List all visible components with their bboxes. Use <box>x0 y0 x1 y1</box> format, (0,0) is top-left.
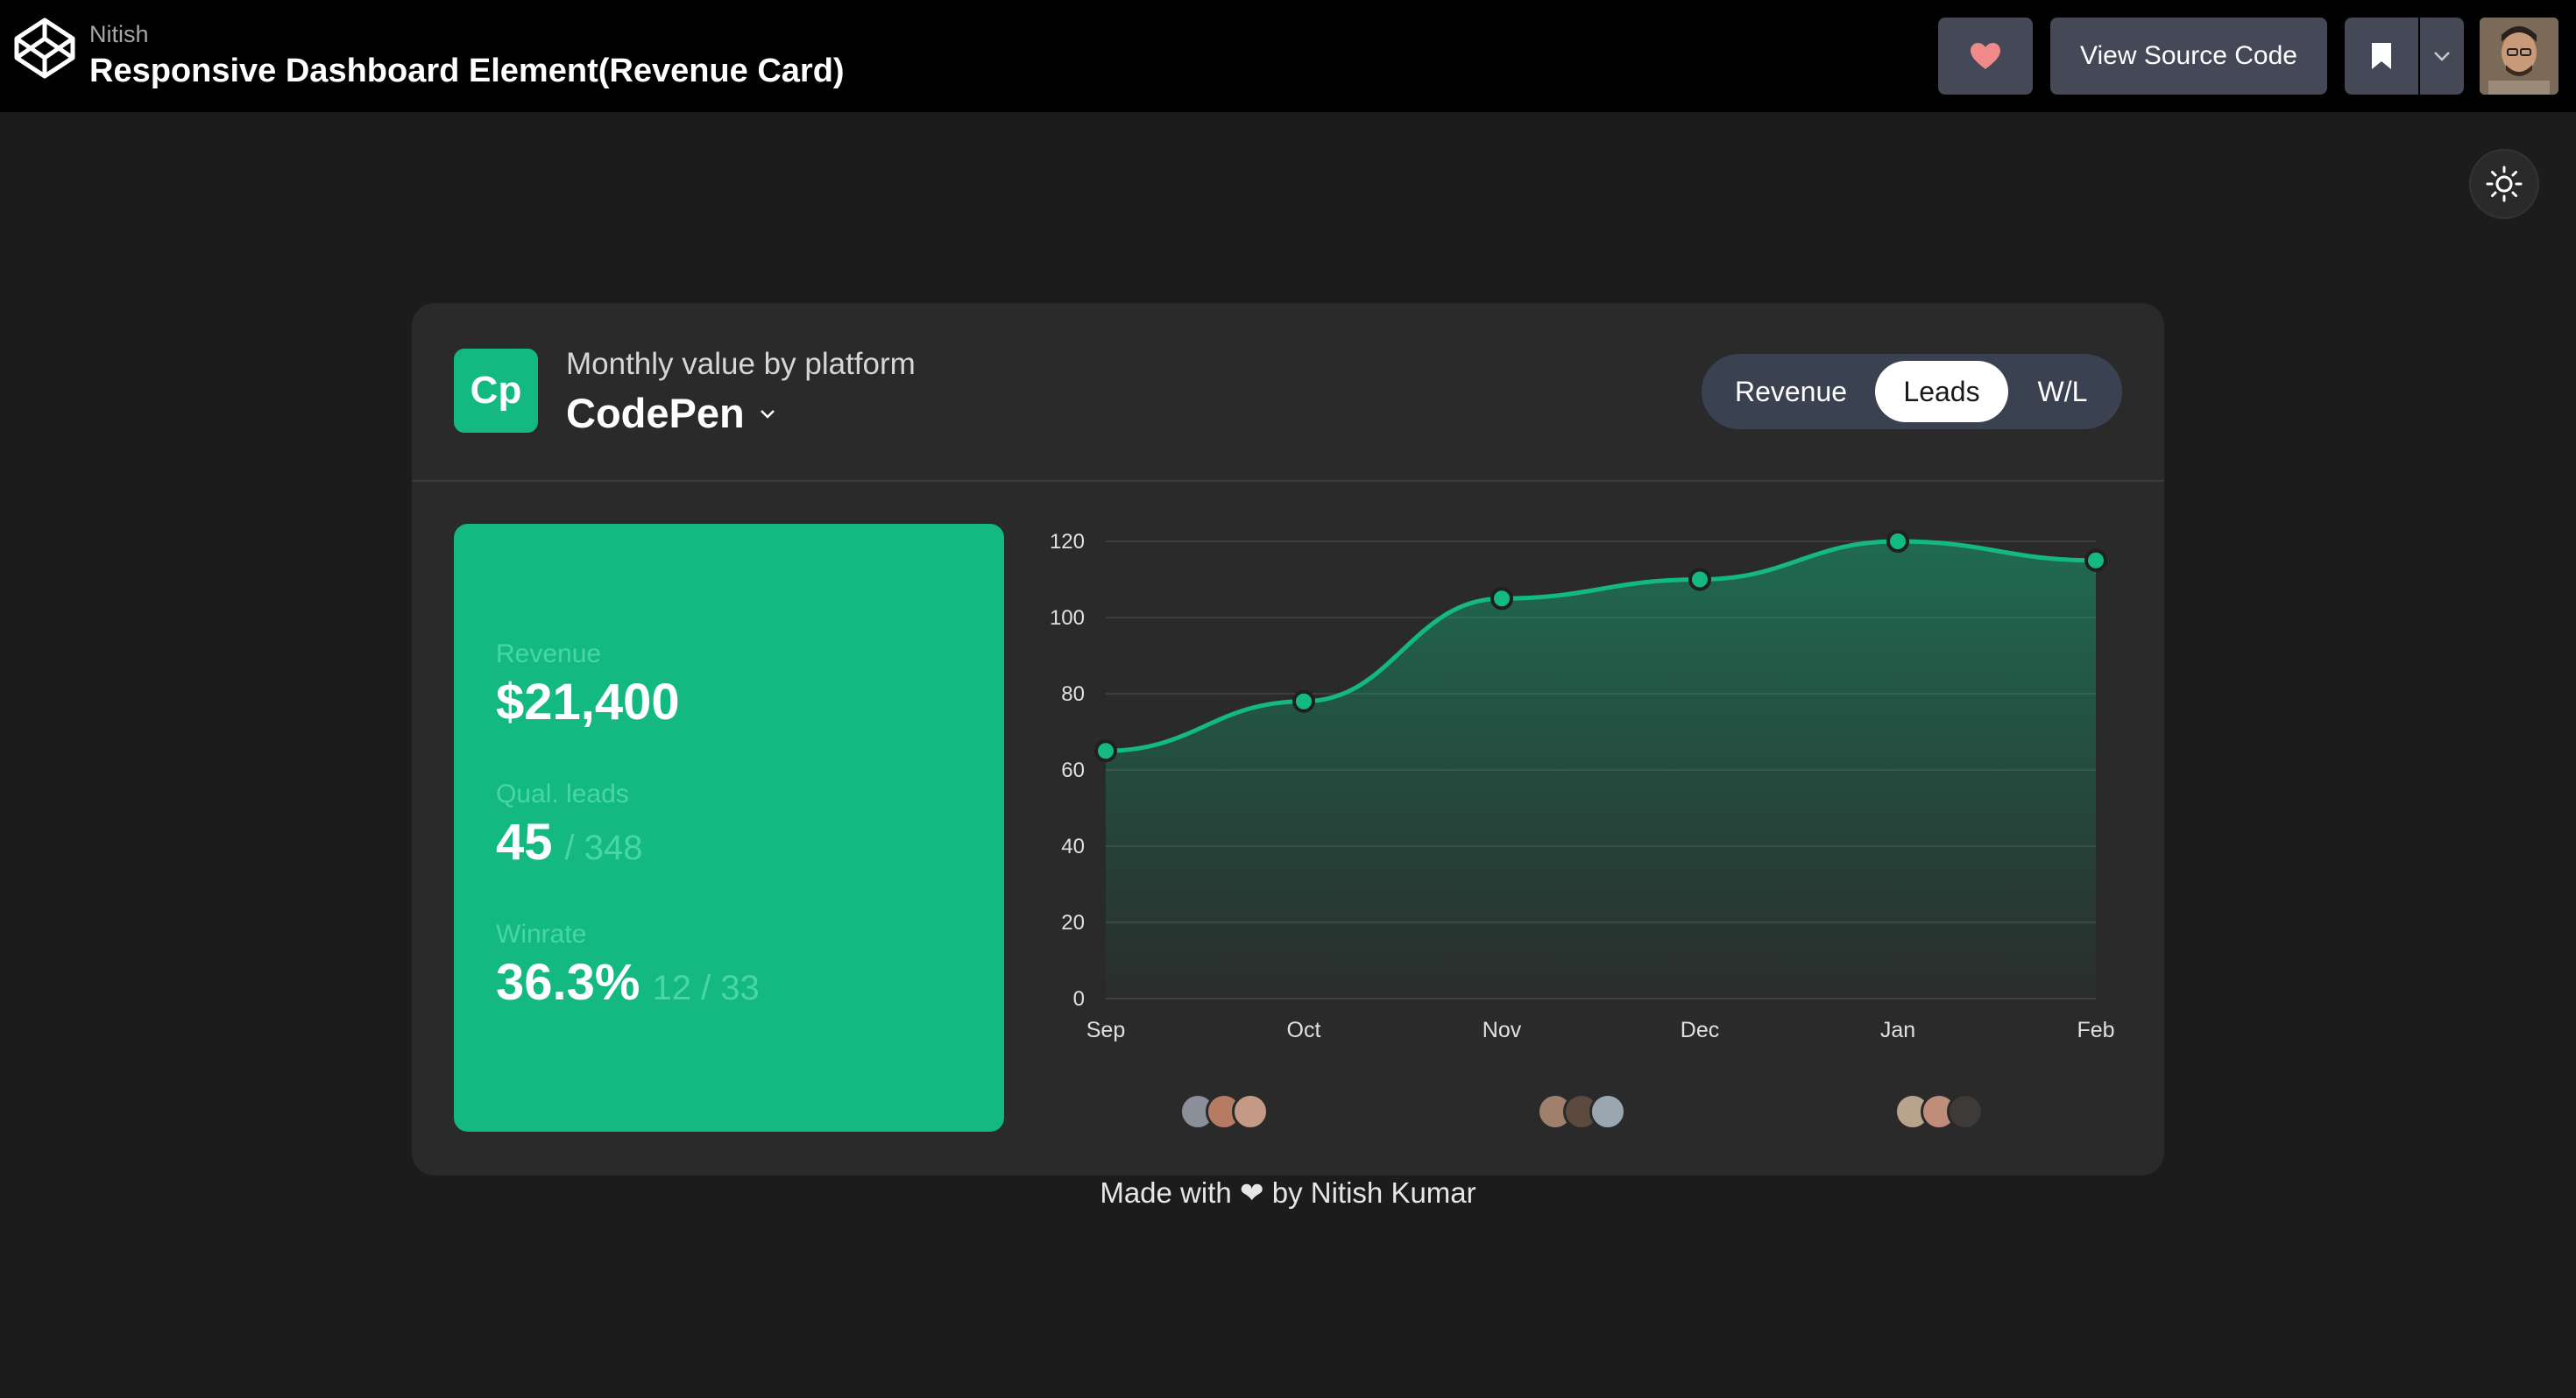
footer-credit: Made with ❤ by Nitish Kumar <box>1100 1176 1476 1209</box>
bookmark-menu-button[interactable] <box>2420 18 2464 95</box>
y-tick-label: 80 <box>1061 682 1085 706</box>
avatar-group-3 <box>1894 1093 1984 1132</box>
card-subtitle: Monthly value by platform <box>566 347 916 381</box>
heart-icon <box>1971 43 2000 69</box>
pen-author[interactable]: Nitish <box>89 21 149 47</box>
leads-value: 45 / 348 <box>496 813 642 872</box>
data-point <box>1886 530 1909 553</box>
data-point <box>2084 548 2107 572</box>
series-area <box>1106 541 2096 999</box>
chevron-down-icon <box>760 409 775 419</box>
winrate-ratio: 12 / 33 <box>652 969 760 1007</box>
avatar[interactable] <box>1589 1093 1626 1130</box>
bookmark-button[interactable] <box>2345 18 2418 95</box>
y-tick-label: 120 <box>1050 530 1085 554</box>
stats-panel: Revenue $21,400 Qual. leads 45 / 348 Win… <box>454 524 1004 1132</box>
y-tick-label: 40 <box>1061 835 1085 858</box>
tab-revenue[interactable]: Revenue <box>1734 375 1848 407</box>
winrate-percent: 36.3% <box>496 954 640 1011</box>
tab-wl[interactable]: W/L <box>2037 375 2088 407</box>
revenue-amount: $21,400 <box>496 674 680 731</box>
y-tick-label: 100 <box>1050 606 1085 630</box>
card-header: Cp Monthly value by platform CodePen Rev… <box>412 303 2164 482</box>
user-avatar-image <box>2480 18 2558 95</box>
x-tick-label: Feb <box>2077 1018 2114 1042</box>
pen-title: Responsive Dashboard Element(Revenue Car… <box>89 53 845 89</box>
codepen-logo-icon[interactable] <box>12 16 77 81</box>
y-tick-label: 60 <box>1061 759 1085 782</box>
x-tick-label: Nov <box>1483 1018 1522 1042</box>
data-point <box>1688 568 1711 591</box>
x-tick-label: Sep <box>1086 1018 1125 1042</box>
user-avatar[interactable] <box>2480 18 2558 95</box>
series-line <box>1105 539 2097 753</box>
bookmark-icon <box>2372 43 2391 69</box>
avatar[interactable] <box>1232 1093 1269 1130</box>
data-point <box>1490 587 1513 611</box>
theme-toggle-button[interactable] <box>2469 149 2539 219</box>
leads-label: Qual. leads <box>496 780 629 808</box>
avatar-group-1 <box>1179 1093 1269 1132</box>
leads-area-chart: 0 20 40 60 80 100 120 Sep Oct Nov Dec Jan Feb <box>1050 530 2115 1042</box>
revenue-label: Revenue <box>496 639 602 668</box>
data-point <box>1292 689 1315 713</box>
y-tick-label: 0 <box>1073 987 1085 1011</box>
winrate-value: 36.3% 12 / 33 <box>496 953 760 1012</box>
chevron-down-icon <box>2434 52 2450 61</box>
x-tick-label: Dec <box>1681 1018 1719 1042</box>
x-tick-label: Oct <box>1287 1018 1321 1042</box>
platform-logo: Cp <box>454 349 538 433</box>
leads-total: / 348 <box>564 829 643 867</box>
leads-count: 45 <box>496 814 553 871</box>
avatar-group-2 <box>1537 1093 1626 1132</box>
y-tick-label: 20 <box>1061 911 1085 935</box>
view-source-button[interactable]: View Source Code <box>2050 18 2327 95</box>
tab-leads[interactable]: Leads <box>1875 361 2008 422</box>
platform-selector[interactable]: CodePen <box>566 389 778 437</box>
x-tick-label: Jan <box>1880 1018 1915 1042</box>
like-button[interactable] <box>1938 18 2033 95</box>
metric-tabs: Revenue Leads W/L <box>1702 354 2122 429</box>
revenue-value: $21,400 <box>496 673 680 731</box>
sun-icon <box>2486 166 2523 202</box>
platform-name: CodePen <box>566 390 745 436</box>
avatar[interactable] <box>1947 1093 1984 1130</box>
winrate-label: Winrate <box>496 920 587 949</box>
data-point <box>1094 739 1117 763</box>
top-bar: Nitish Responsive Dashboard Element(Reve… <box>0 0 2576 112</box>
